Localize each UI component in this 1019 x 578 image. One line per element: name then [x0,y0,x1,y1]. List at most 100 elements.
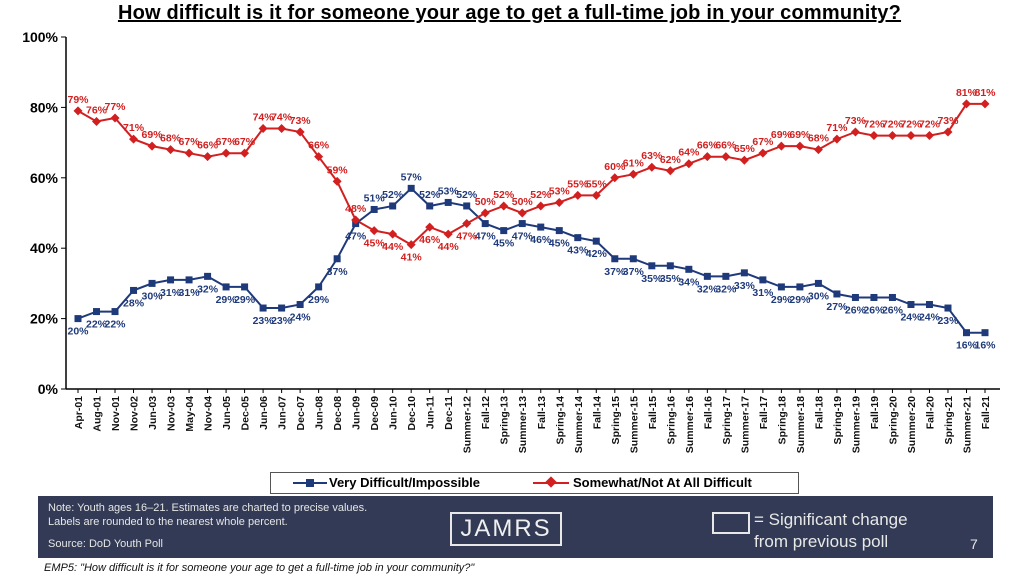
x-tick-label: Fall-13 [536,396,548,429]
data-label-series1: 52% [419,189,441,201]
series1-point [407,184,415,192]
series2-point [73,106,83,116]
x-tick-label: Dec-09 [369,396,381,431]
series2-point [702,152,712,162]
data-label-series1: 26% [845,304,867,316]
data-label-series2: 61% [623,157,645,169]
series2-point [184,148,194,158]
data-label-series1: 37% [604,266,626,278]
data-label-series1: 32% [715,283,737,295]
footer-source: Source: DoD Youth Poll [48,538,163,550]
series2-point [591,190,601,200]
data-label-series1: 35% [641,273,663,285]
data-label-series2: 46% [419,234,441,246]
series1-point [74,315,82,323]
x-tick-label: Jun-09 [351,396,363,430]
data-label-series1: 32% [697,283,719,295]
x-tick-label: Spring-20 [887,396,899,445]
x-tick-label: Fall-19 [869,396,881,429]
data-label-series1: 26% [863,304,885,316]
footer-panel: Note: Youth ages 16–21. Estimates are ch… [38,496,993,558]
x-tick-label: Summer-16 [684,396,696,453]
x-tick-label: Fall-12 [480,396,492,429]
significance-key-box [712,512,750,534]
x-tick-label: Spring-18 [776,396,788,445]
series1-point [500,227,508,235]
x-tick-label: Jun-11 [425,396,437,429]
x-tick-label: Aug-01 [92,396,104,432]
x-tick-label: Fall-18 [813,396,825,429]
series1-point [592,237,600,245]
x-tick-label: Summer-12 [462,396,474,453]
series2-point [166,145,176,155]
data-label-series1: 31% [160,287,182,299]
x-tick-label: Nov-03 [166,396,178,431]
series2-point [961,99,971,109]
series1-point [870,293,878,301]
data-label-series1: 24% [919,312,941,324]
data-label-series2: 65% [734,143,756,155]
data-label-series2: 73% [937,115,959,127]
data-label-series2: 67% [234,136,256,148]
x-tick-label: Jun-08 [314,396,326,430]
data-label-series1: 47% [512,231,534,243]
legend-marker-series1 [306,479,314,487]
data-label-series2: 52% [530,189,552,201]
data-label-series2: 77% [105,101,127,113]
data-label-series1: 24% [290,312,312,324]
series1-point [796,283,804,291]
y-tick-label: 20% [30,311,59,327]
series2-point [462,219,472,229]
data-label-series2: 79% [67,94,89,106]
series1-point [167,276,175,284]
chart-legend: Very Difficult/Impossible Somewhat/Not A… [270,472,799,494]
data-label-series2: 48% [345,203,367,215]
data-label-series1: 16% [956,340,978,352]
series1-point [555,227,563,235]
data-label-series2: 60% [604,161,626,173]
x-tick-label: Jun-06 [258,396,270,430]
series-markers [73,99,990,337]
series2-point [406,240,416,250]
series1-point [204,272,212,280]
y-tick-label: 100% [22,29,58,45]
data-label-series1: 27% [826,301,848,313]
series2-point [832,134,842,144]
x-tick-label: Fall-14 [591,396,603,429]
series1-point [981,329,989,337]
data-label-series2: 72% [863,119,885,131]
data-label-series1: 42% [586,248,608,260]
series2-point [129,134,139,144]
data-label-series1: 26% [882,304,904,316]
data-label-series2: 73% [290,115,312,127]
x-tick-label: Dec-05 [240,396,252,431]
data-label-series2: 55% [567,178,589,190]
x-tick-label: Spring-19 [832,396,844,445]
series2-point [758,148,768,158]
series2-point [610,173,620,183]
series1-point [648,262,656,270]
data-label-series2: 68% [808,133,830,145]
data-label-series2: 44% [382,241,404,253]
x-tick-label: Fall-15 [647,396,659,429]
x-tick-label: Jun-03 [147,396,159,430]
data-label-series1: 43% [567,245,589,257]
series2-point [277,124,287,134]
data-label-series1: 29% [234,294,256,306]
data-label-series2: 55% [586,178,608,190]
y-tick-label: 40% [30,240,59,256]
data-label-series1: 23% [253,315,275,327]
data-label-series1: 29% [771,294,793,306]
data-label-series2: 44% [438,241,460,253]
series2-point [554,197,564,207]
series2-point [499,201,509,211]
series1-point [130,286,138,294]
series2-point [221,148,231,158]
data-label-series2: 73% [845,115,867,127]
data-label-series1: 32% [197,283,219,295]
series2-point [203,152,213,162]
series1-point [241,283,249,291]
series2-point [980,99,990,109]
x-tick-label: Spring-14 [554,396,566,445]
series1-point [574,234,582,242]
